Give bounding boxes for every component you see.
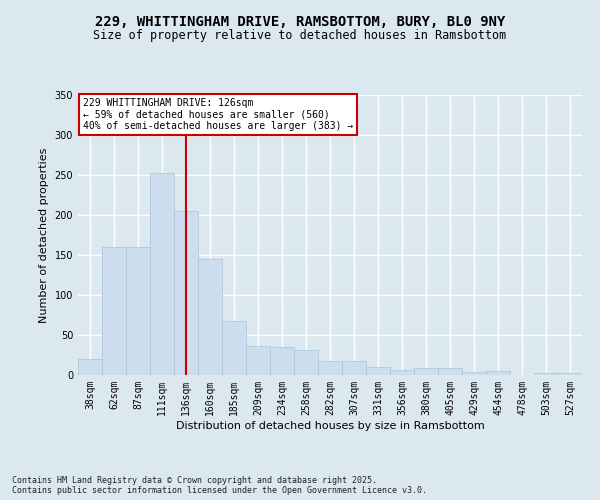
Bar — [438, 368, 462, 375]
Bar — [390, 370, 414, 375]
Bar — [462, 372, 486, 375]
Text: Size of property relative to detached houses in Ramsbottom: Size of property relative to detached ho… — [94, 30, 506, 43]
Bar — [246, 346, 270, 375]
Bar — [366, 367, 390, 375]
Bar — [222, 322, 246, 375]
Text: Contains HM Land Registry data © Crown copyright and database right 2025.
Contai: Contains HM Land Registry data © Crown c… — [12, 476, 427, 495]
Bar — [294, 350, 318, 375]
Bar — [174, 211, 198, 375]
Bar — [318, 362, 342, 375]
Bar — [150, 174, 174, 375]
X-axis label: Distribution of detached houses by size in Ramsbottom: Distribution of detached houses by size … — [176, 420, 484, 430]
Bar — [78, 359, 102, 375]
Bar — [126, 247, 150, 375]
Bar — [414, 368, 438, 375]
Bar — [486, 371, 510, 375]
Bar — [342, 362, 366, 375]
Text: 229, WHITTINGHAM DRIVE, RAMSBOTTOM, BURY, BL0 9NY: 229, WHITTINGHAM DRIVE, RAMSBOTTOM, BURY… — [95, 16, 505, 30]
Bar — [102, 247, 126, 375]
Bar — [558, 374, 582, 375]
Bar — [198, 259, 222, 375]
Bar — [534, 372, 558, 375]
Text: 229 WHITTINGHAM DRIVE: 126sqm
← 59% of detached houses are smaller (560)
40% of : 229 WHITTINGHAM DRIVE: 126sqm ← 59% of d… — [83, 98, 353, 131]
Y-axis label: Number of detached properties: Number of detached properties — [39, 148, 49, 322]
Bar — [270, 347, 294, 375]
